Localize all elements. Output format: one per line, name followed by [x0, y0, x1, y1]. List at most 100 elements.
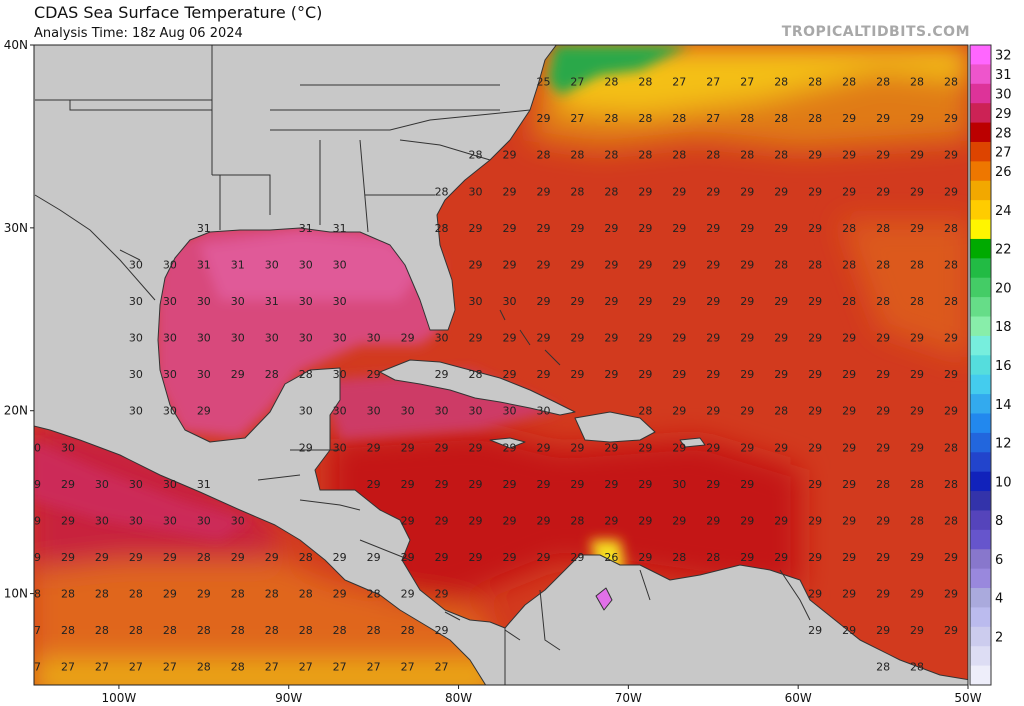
colorbar-swatch	[970, 665, 991, 686]
colorbar-swatch	[970, 452, 991, 473]
sst-label: 30	[333, 405, 347, 418]
colorbar-tick-label: 14	[995, 398, 1012, 413]
x-tick-label: 90W	[275, 691, 302, 705]
sst-label: 27	[435, 661, 449, 674]
sst-label: 31	[231, 258, 245, 271]
sst-label: 28	[808, 112, 822, 125]
sst-label: 31	[197, 222, 211, 235]
sst-label: 29	[604, 258, 618, 271]
sst-label: 31	[197, 258, 211, 271]
colorbar-tick-label: 10	[995, 475, 1012, 490]
sst-label: 28	[876, 295, 890, 308]
sst-label: 27	[163, 661, 177, 674]
sst-label: 29	[808, 368, 822, 381]
colorbar-swatch	[970, 141, 991, 162]
sst-label: 29	[570, 295, 584, 308]
sst-label: 28	[638, 149, 652, 162]
sst-label: 29	[61, 551, 75, 564]
sst-label: 28	[672, 149, 686, 162]
sst-label: 29	[740, 551, 754, 564]
sst-label: 27	[401, 661, 415, 674]
sst-label: 27	[95, 661, 109, 674]
sst-label: 28	[638, 405, 652, 418]
sst-label: 29	[502, 551, 516, 564]
axis-ticks: 100W 90W 80W 70W 60W 50W 10N 20N 30N 40N	[4, 38, 982, 705]
colorbar-swatch	[970, 626, 991, 647]
sst-label: 30	[129, 295, 143, 308]
sst-label: 29	[435, 368, 449, 381]
sst-label: 29	[740, 295, 754, 308]
sst-label: 29	[265, 551, 279, 564]
sst-label: 29	[706, 332, 720, 345]
sst-label: 28	[129, 624, 143, 637]
sst-label: 29	[604, 295, 618, 308]
sst-label: 29	[706, 258, 720, 271]
sst-label: 30	[367, 405, 381, 418]
sst-label: 29	[61, 478, 75, 491]
sst-label: 29	[27, 514, 41, 527]
sst-label: 30	[163, 478, 177, 491]
sst-label: 29	[876, 185, 890, 198]
sst-label: 29	[706, 295, 720, 308]
sst-label: 29	[706, 405, 720, 418]
sst-label: 29	[604, 368, 618, 381]
sst-label: 29	[944, 368, 958, 381]
sst-label: 29	[774, 295, 788, 308]
sst-label: 29	[401, 514, 415, 527]
colorbar-swatch	[970, 588, 991, 608]
sst-label: 29	[502, 149, 516, 162]
sst-label: 28	[876, 222, 890, 235]
x-tick-label: 100W	[102, 691, 137, 705]
sst-label: 30	[333, 258, 347, 271]
sst-label: 29	[435, 514, 449, 527]
puerto-rico-land	[679, 437, 706, 448]
sst-label: 29	[842, 551, 856, 564]
sst-label: 28	[435, 185, 449, 198]
sst-label: 30	[333, 368, 347, 381]
sst-label: 29	[401, 551, 415, 564]
sst-label: 30	[299, 258, 313, 271]
colorbar-tick-label: 18	[995, 320, 1012, 335]
sst-label: 28	[299, 551, 313, 564]
sst-label: 29	[706, 222, 720, 235]
hispaniola-land	[574, 411, 656, 443]
sst-label: 29	[27, 478, 41, 491]
colorbar-swatch	[970, 219, 991, 240]
sst-label: 28	[231, 624, 245, 637]
mid-atlantic-yellow	[560, 45, 968, 115]
north-america-land	[34, 45, 557, 685]
colorbar-swatch	[970, 491, 991, 511]
sst-label: 29	[536, 478, 550, 491]
sst-label: 29	[367, 551, 381, 564]
sst-label: 28	[367, 624, 381, 637]
sst-label: 28	[774, 405, 788, 418]
sst-label: 29	[740, 441, 754, 454]
sst-label: 29	[842, 624, 856, 637]
colorbar-tick-label: 32	[995, 49, 1012, 64]
sst-label: 29	[197, 588, 211, 601]
sst-label: 29	[944, 588, 958, 601]
sst-label: 30	[197, 295, 211, 308]
sst-label: 29	[740, 478, 754, 491]
sst-label: 29	[808, 624, 822, 637]
sst-label: 29	[536, 441, 550, 454]
colorbar-tick-label: 28	[995, 126, 1012, 141]
sst-label: 29	[570, 222, 584, 235]
sst-label: 28	[265, 624, 279, 637]
colorbar-tick-label: 4	[995, 592, 1003, 607]
sst-label: 29	[706, 478, 720, 491]
sst-label: 29	[774, 368, 788, 381]
sst-label: 27	[570, 112, 584, 125]
sst-label: 28	[910, 258, 924, 271]
sst-label: 29	[536, 258, 550, 271]
sst-label: 28	[910, 76, 924, 89]
sst-label: 29	[774, 514, 788, 527]
sst-label: 29	[536, 295, 550, 308]
sst-label: 29	[570, 551, 584, 564]
sst-label: 29	[435, 624, 449, 637]
sst-label: 29	[944, 149, 958, 162]
gulf-magenta-core	[200, 232, 420, 300]
sst-label: 29	[944, 332, 958, 345]
sst-label: 29	[672, 258, 686, 271]
atlantic-east-orange	[840, 220, 968, 360]
